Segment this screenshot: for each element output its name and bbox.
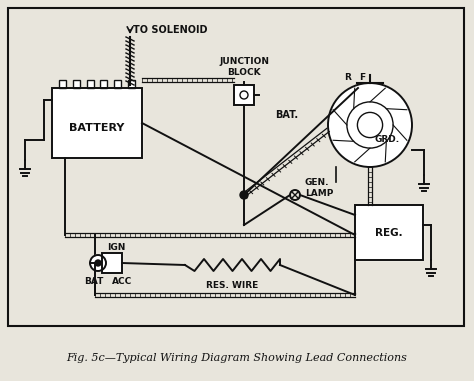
- Bar: [355, 205, 423, 260]
- Bar: [114, 80, 121, 88]
- Circle shape: [95, 260, 101, 266]
- Bar: [102, 253, 122, 273]
- Text: TO SOLENOID: TO SOLENOID: [133, 25, 208, 35]
- Bar: [128, 80, 135, 88]
- Text: F: F: [359, 74, 365, 83]
- Text: JUNCTION
BLOCK: JUNCTION BLOCK: [219, 57, 269, 77]
- Bar: [87, 80, 93, 88]
- Text: REG.: REG.: [375, 227, 403, 237]
- Circle shape: [328, 83, 412, 167]
- Text: IGN: IGN: [107, 242, 125, 251]
- Text: R: R: [345, 74, 351, 83]
- Text: ACC: ACC: [112, 277, 132, 285]
- Bar: [234, 85, 254, 105]
- Bar: [59, 80, 66, 88]
- Bar: [100, 80, 108, 88]
- Bar: [52, 88, 142, 158]
- Circle shape: [240, 191, 248, 199]
- Circle shape: [90, 255, 106, 271]
- Bar: [114, 80, 121, 88]
- Bar: [355, 205, 423, 260]
- Text: GRD.: GRD.: [375, 136, 400, 144]
- Bar: [73, 80, 80, 88]
- Bar: [59, 80, 66, 88]
- Text: RES. WIRE: RES. WIRE: [206, 281, 258, 290]
- Bar: [128, 80, 135, 88]
- Text: BAT: BAT: [84, 277, 104, 285]
- Text: BAT.: BAT.: [275, 110, 298, 120]
- Text: BATTERY: BATTERY: [69, 123, 125, 133]
- Bar: [100, 80, 108, 88]
- Bar: [234, 85, 254, 105]
- Bar: [87, 80, 93, 88]
- Text: GEN.
LAMP: GEN. LAMP: [305, 178, 333, 198]
- Bar: [52, 88, 142, 158]
- Bar: [73, 80, 80, 88]
- Bar: [102, 253, 122, 273]
- Text: Fig. 5c—Typical Wiring Diagram Showing Lead Connections: Fig. 5c—Typical Wiring Diagram Showing L…: [66, 353, 408, 363]
- Bar: [8, 8, 464, 326]
